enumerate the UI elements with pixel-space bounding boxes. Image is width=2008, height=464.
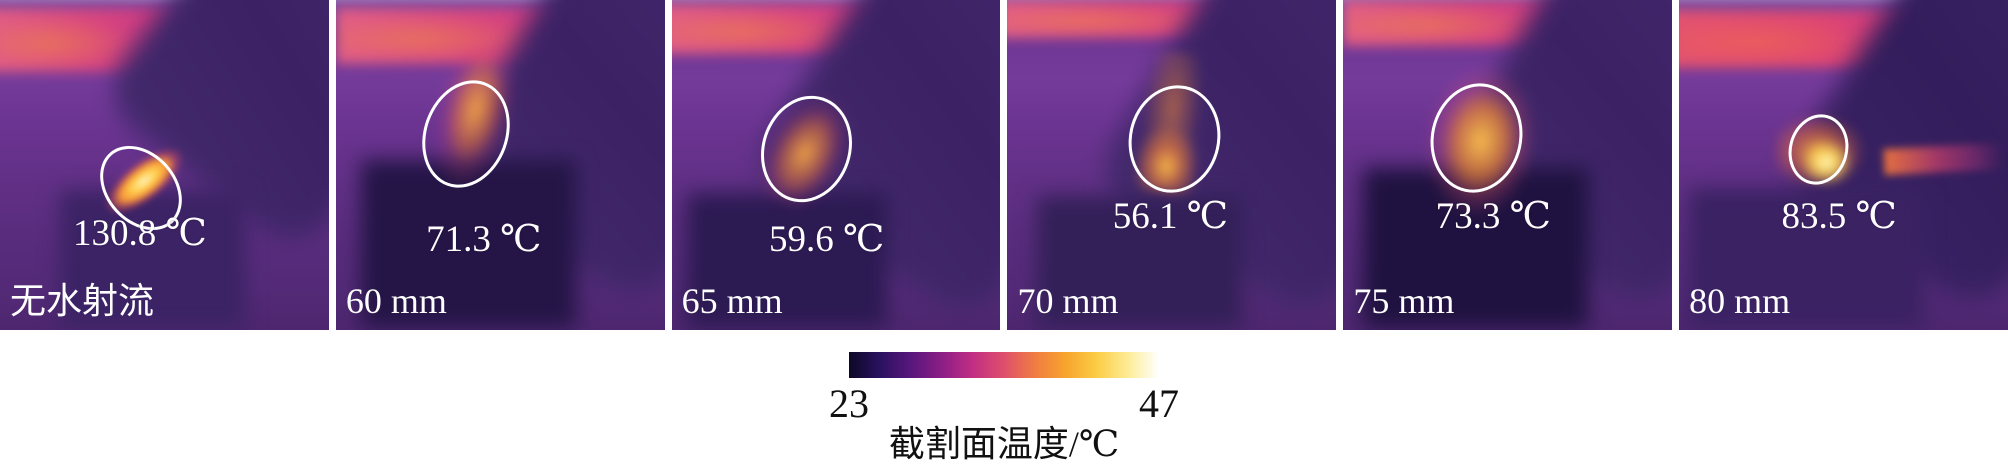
colorbar-gradient — [849, 352, 1159, 378]
temperature-label: 73.3 ℃ — [1435, 196, 1552, 237]
colorbar-min-tick: 23 — [829, 381, 869, 426]
panel-label: 70 mm — [1017, 281, 1119, 322]
coal-block-shadow — [686, 193, 887, 328]
panels-row: 130.8 ℃ 无水射流 71.3 ℃ 60 mm 59.6 ℃ 65 mm — [0, 0, 2008, 330]
thermal-panel-80mm: 83.5 ℃ 80 mm — [1679, 0, 2008, 330]
colorbar-caption: 截割面温度/℃ — [888, 424, 1120, 464]
panel-label: 75 mm — [1353, 281, 1455, 322]
thermal-panel-65mm: 59.6 ℃ 65 mm — [671, 0, 1001, 330]
thermal-panel-60mm: 71.3 ℃ 60 mm — [335, 0, 665, 330]
colorbar-area: 23 47 截割面温度/℃ — [0, 330, 2008, 464]
temperature-label: 71.3 ℃ — [426, 219, 542, 260]
temperature-label: 59.6 ℃ — [768, 219, 885, 260]
coal-block-shadow — [1037, 196, 1243, 328]
thermal-panel-no-water-jet: 130.8 ℃ 无水射流 — [0, 0, 329, 330]
coal-block-shadow — [1689, 188, 1925, 328]
panel-label: 60 mm — [345, 281, 447, 322]
temperature-label: 130.8 ℃ — [73, 213, 207, 254]
colorbar-max-tick: 47 — [1139, 381, 1179, 426]
panel-label: 65 mm — [681, 281, 783, 322]
thermal-panel-75mm: 73.3 ℃ 75 mm — [1343, 0, 1673, 330]
temperature-label: 56.1 ℃ — [1112, 196, 1229, 237]
hot-spot — [1775, 116, 1864, 184]
panel-label: 80 mm — [1689, 281, 1791, 322]
temperature-label: 83.5 ℃ — [1781, 196, 1897, 237]
thermal-panel-70mm: 56.1 ℃ 70 mm — [1007, 0, 1337, 330]
panel-label: 无水射流 — [10, 281, 155, 322]
coal-block-shadow — [60, 190, 245, 328]
